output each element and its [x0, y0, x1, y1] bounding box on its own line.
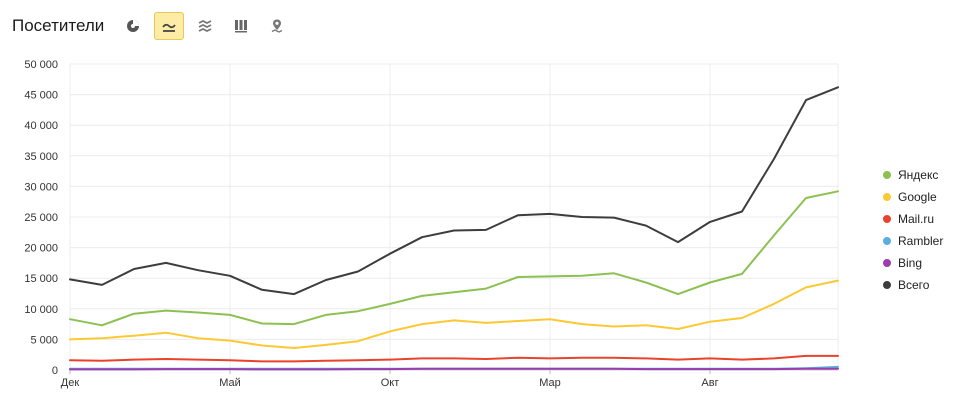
- x-tick-label: Мар: [539, 377, 561, 389]
- y-tick-label: 35 000: [24, 151, 58, 163]
- y-tick-label: 40 000: [24, 120, 58, 132]
- legend-item[interactable]: Mail.ru: [883, 208, 943, 230]
- y-tick-label: 20 000: [24, 243, 58, 255]
- pie-chart-icon: [127, 20, 140, 32]
- legend-item[interactable]: Яндекс: [883, 164, 943, 186]
- series-line-Google: [69, 279, 839, 349]
- legend-item[interactable]: Rambler: [883, 230, 943, 252]
- legend-color-dot: [883, 193, 891, 201]
- chart-header: Посетители: [12, 10, 298, 42]
- legend-item[interactable]: Google: [883, 186, 943, 208]
- legend-color-dot: [883, 281, 891, 289]
- legend-color-dot: [883, 237, 891, 245]
- legend-label: Всего: [898, 278, 930, 292]
- y-tick-label: 25 000: [24, 212, 58, 224]
- legend-item[interactable]: Всего: [883, 274, 943, 296]
- x-tick-label: Май: [219, 377, 241, 389]
- legend-color-dot: [883, 259, 891, 267]
- series-line-Всего: [69, 86, 839, 296]
- x-tick-label: Дек: [61, 377, 80, 389]
- legend-label: Google: [898, 190, 937, 204]
- bar-chart-icon: [235, 20, 248, 33]
- legend-label: Rambler: [898, 234, 944, 248]
- pie-chart-button[interactable]: [118, 12, 148, 40]
- map-button[interactable]: [262, 12, 292, 40]
- legend-color-dot: [883, 215, 891, 223]
- y-tick-label: 10 000: [24, 304, 58, 316]
- y-tick-label: 30 000: [24, 181, 58, 193]
- legend-label: Mail.ru: [898, 212, 935, 226]
- x-axis: Дек Май Окт Мар Авг: [61, 370, 719, 389]
- line-chart-icon: [162, 23, 176, 32]
- legend-color-dot: [883, 171, 891, 179]
- y-tick-label: 45 000: [24, 90, 58, 102]
- legend: Яндекс Google Mail.ru Rambler Bing Всего: [883, 164, 943, 296]
- bar-chart-button[interactable]: [226, 12, 256, 40]
- series-lines: [69, 86, 839, 371]
- y-tick-label: 5 000: [30, 334, 58, 346]
- x-tick-label: Авг: [701, 377, 718, 389]
- area-chart-icon: [198, 19, 212, 33]
- y-axis: 50 000 45 000 40 000 35 000 30 000 25 000 20 0…: [24, 59, 58, 377]
- legend-label: Bing: [898, 256, 923, 270]
- y-tick-label: 15 000: [24, 273, 58, 285]
- legend-item[interactable]: Bing: [883, 252, 943, 274]
- series-line-Bing: [69, 367, 839, 371]
- x-tick-label: Окт: [381, 377, 400, 389]
- legend-label: Яндекс: [898, 168, 939, 182]
- y-tick-label: 0: [52, 365, 58, 377]
- series-line-Яндекс: [69, 190, 839, 327]
- series-line-Mail.ru: [69, 354, 839, 363]
- grid: [69, 63, 839, 371]
- map-icon: [271, 19, 283, 33]
- area-chart-button[interactable]: [190, 12, 220, 40]
- y-tick-label: 50 000: [24, 59, 58, 71]
- line-chart-button[interactable]: [154, 12, 185, 40]
- chart-title: Посетители: [12, 16, 105, 35]
